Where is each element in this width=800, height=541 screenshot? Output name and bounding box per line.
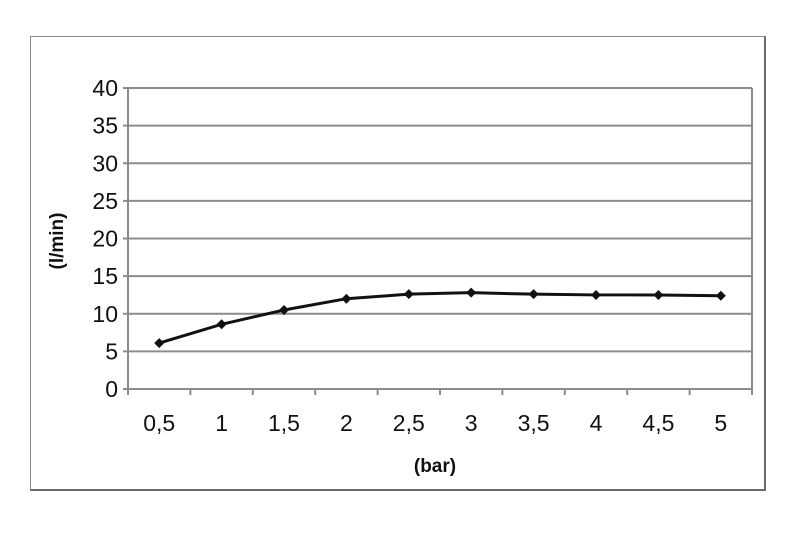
x-tick-label: 3,5 — [518, 410, 550, 436]
y-tick-label: 35 — [92, 113, 118, 139]
data-point — [466, 287, 477, 298]
chart-frame — [30, 36, 766, 491]
data-point — [715, 290, 726, 301]
y-tick-label: 40 — [92, 75, 118, 101]
x-tick-label: 1 — [215, 410, 228, 436]
y-tick-label: 15 — [92, 263, 118, 289]
x-tick-label: 2,5 — [393, 410, 425, 436]
data-point — [341, 293, 352, 304]
x-tick-label: 4,5 — [642, 410, 674, 436]
x-axis-label: (bar) — [414, 456, 456, 477]
y-tick-label: 10 — [92, 301, 118, 327]
data-point — [591, 289, 601, 300]
x-tick-label: 1,5 — [268, 410, 300, 436]
y-tick-label: 30 — [92, 150, 118, 176]
y-axis-label: (l/min) — [47, 213, 68, 270]
data-point — [216, 319, 227, 330]
x-tick-label: 3 — [465, 410, 478, 436]
series-line — [158, 291, 721, 345]
y-tick-label: 5 — [105, 338, 118, 364]
y-tick-label: 20 — [92, 226, 118, 252]
x-tick-label: 4 — [590, 410, 603, 436]
x-tick-label: 0,5 — [143, 410, 175, 436]
data-point — [154, 338, 165, 349]
data-point — [653, 289, 664, 300]
x-tick-label: 2 — [340, 410, 353, 436]
data-point — [403, 289, 414, 300]
y-tick-label: 25 — [92, 188, 118, 214]
data-point — [279, 304, 289, 315]
y-tick-label: 0 — [105, 376, 118, 402]
data-point — [528, 289, 539, 300]
x-tick-label: 5 — [714, 410, 727, 436]
